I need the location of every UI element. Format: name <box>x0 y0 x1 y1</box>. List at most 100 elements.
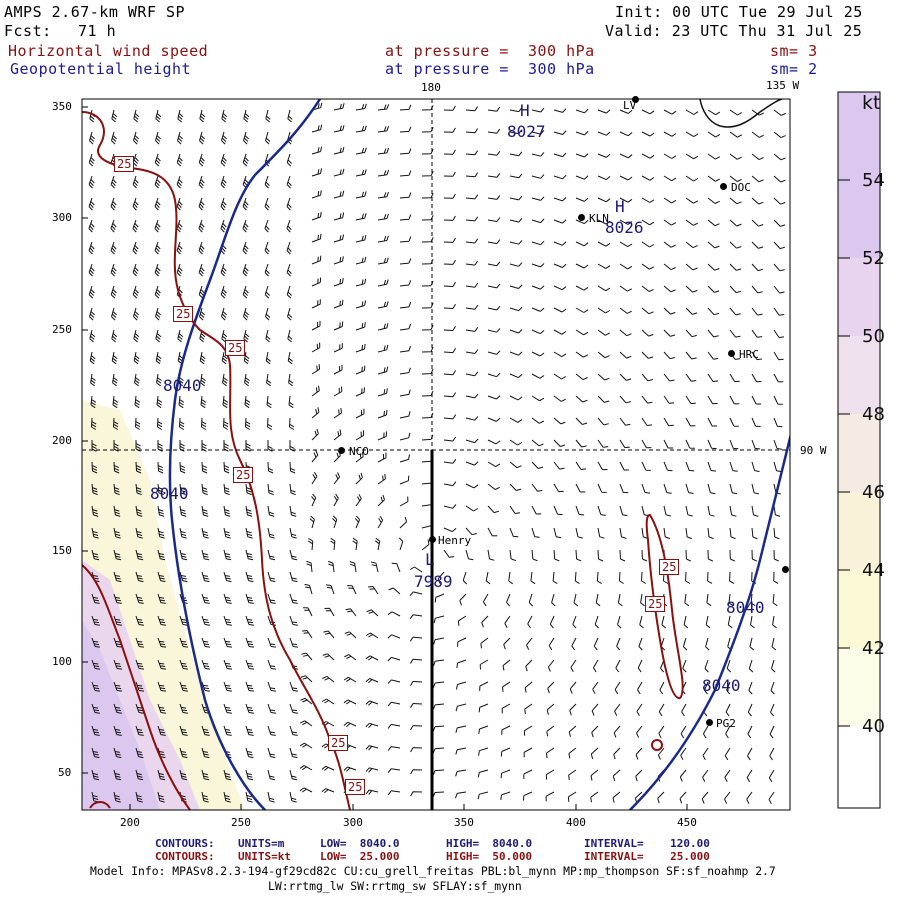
wind-barb <box>619 263 633 270</box>
wind-barb <box>330 537 336 551</box>
wind-barb <box>89 307 95 321</box>
lon-label-135w: 135 W <box>766 79 800 92</box>
wind-barb <box>455 747 467 755</box>
wind-barb <box>531 196 545 201</box>
wind-barb <box>751 241 764 249</box>
wind-barb <box>487 527 498 537</box>
wind-barb <box>509 439 523 446</box>
wind-barb <box>575 108 589 114</box>
wind-barb <box>399 454 410 463</box>
wind-barb <box>570 659 577 673</box>
wind-barb <box>242 263 249 277</box>
wind-barb <box>377 473 386 485</box>
wind-barb <box>244 395 251 409</box>
wind-barb <box>421 324 434 331</box>
wind-barb <box>729 483 738 495</box>
wind-barb <box>311 364 321 375</box>
wind-barb <box>773 329 785 338</box>
wind-barb <box>456 681 467 690</box>
x-tick-label: 400 <box>566 816 586 829</box>
wind-barb <box>113 417 119 430</box>
wind-barb <box>355 408 365 419</box>
wind-barb <box>443 127 456 133</box>
wind-barb <box>641 395 653 404</box>
wind-barb <box>267 593 276 604</box>
wind-barb <box>299 742 313 749</box>
wind-barb <box>663 439 674 449</box>
wind-barb <box>597 351 610 359</box>
wind-barb <box>399 214 412 221</box>
wind-barb <box>612 769 621 782</box>
wind-barb <box>526 637 533 650</box>
axis-ticks <box>82 106 688 810</box>
wind-barb <box>179 549 188 561</box>
wind-barb <box>729 241 742 249</box>
wind-barb <box>597 329 610 336</box>
wind-barb <box>729 527 736 540</box>
wind-barb <box>509 329 523 334</box>
wind-barb <box>592 681 599 694</box>
wind-barb <box>574 571 580 585</box>
wind-barb <box>612 791 621 803</box>
wind-barb <box>387 790 401 796</box>
wind-barb <box>267 417 273 430</box>
wind-barb <box>89 329 96 343</box>
wind-barb <box>663 153 677 159</box>
colorbar-label: 48 <box>862 404 885 425</box>
wind-barb <box>135 615 144 626</box>
wind-barb <box>399 192 412 199</box>
station-marker <box>728 350 735 357</box>
wind-barb <box>409 566 423 573</box>
x-tick-label: 300 <box>343 816 363 829</box>
wind-barb <box>509 262 523 267</box>
wind-barb <box>333 493 339 507</box>
wind-barb <box>545 769 555 780</box>
wind-barb <box>289 527 297 539</box>
wind-barb <box>355 213 367 221</box>
wind-barb <box>751 219 764 227</box>
wind-barb <box>333 190 345 199</box>
wind-barb <box>575 263 589 269</box>
wind-barb <box>663 241 676 248</box>
wind-barb <box>264 197 270 211</box>
wind-barb <box>685 241 698 249</box>
wind-barb <box>567 791 577 802</box>
wind-barb <box>198 175 205 189</box>
wind-barb <box>707 241 720 249</box>
wind-barb <box>701 791 709 804</box>
wind-barb <box>729 131 743 138</box>
wind-barb <box>773 505 781 517</box>
wind-barb <box>641 461 651 471</box>
wind-barb <box>658 725 665 739</box>
wind-barb <box>443 105 456 111</box>
wind-barb <box>548 637 555 651</box>
wind-barb <box>267 791 275 803</box>
wind-barb <box>501 703 511 714</box>
wind-barb <box>663 527 671 540</box>
init-time: Init: 00 UTC Tue 29 Jul 25 <box>615 3 863 21</box>
wind-barb <box>304 583 313 595</box>
wind-barb <box>641 373 653 382</box>
wind-barb <box>220 175 227 189</box>
wind-barb <box>433 659 445 667</box>
contour-info-high: HIGH= 50.000 <box>446 850 533 863</box>
station-marker <box>632 96 639 103</box>
wind-barb <box>637 659 643 673</box>
wind-barb <box>531 439 544 447</box>
wind-barb <box>465 438 479 444</box>
wind-barb <box>112 373 118 387</box>
wind-barb <box>772 615 777 629</box>
wind-barb <box>243 307 249 321</box>
wind-barb <box>530 571 536 585</box>
wind-barb <box>223 593 232 604</box>
wind-barb <box>201 571 210 583</box>
wind-barb <box>616 637 621 651</box>
wind-barb <box>487 372 501 378</box>
wind-barb <box>223 637 233 648</box>
forecast-label: Fcst: <box>4 22 52 40</box>
wind-barb <box>244 373 250 387</box>
wind-barb <box>91 615 100 626</box>
station-label: PG2 <box>716 717 736 730</box>
wind-barb <box>311 255 322 265</box>
wind-barb <box>265 351 271 365</box>
